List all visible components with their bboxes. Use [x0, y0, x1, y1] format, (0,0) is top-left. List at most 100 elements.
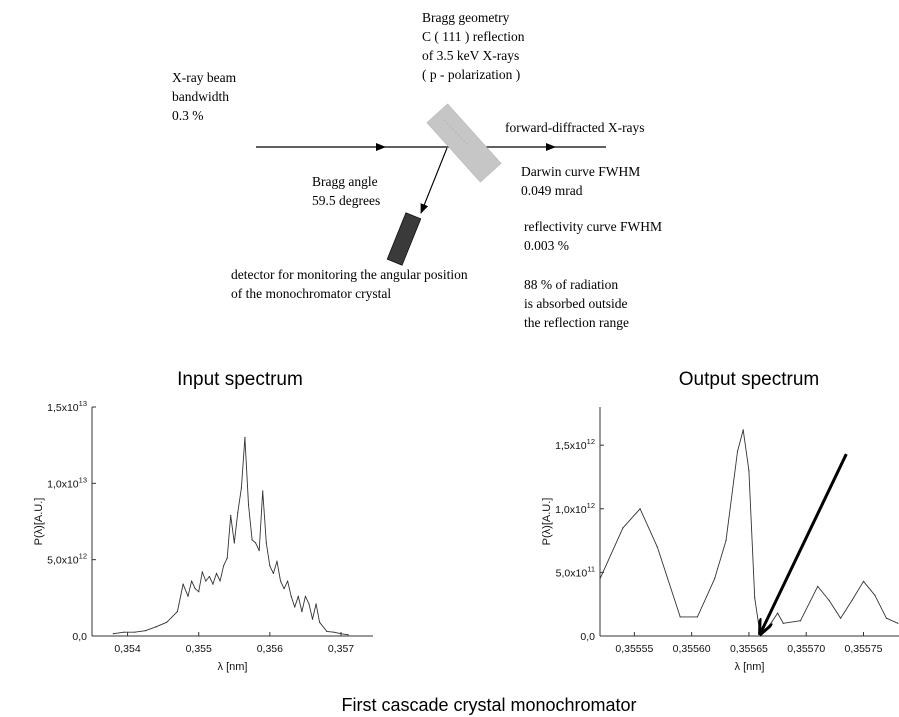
monochromator-crystal: [426, 103, 502, 183]
y-tick-mantissa: 1,5x10: [555, 440, 587, 452]
series-line: [113, 437, 349, 636]
geometry-label: Bragg geometry C ( 111 ) reflection of 3…: [422, 10, 528, 82]
x-tick-label: 0,354: [114, 643, 140, 655]
darwin-label: Darwin curve FWHM 0.049 mrad: [521, 164, 644, 198]
data-point: [244, 436, 246, 439]
forward-diffracted-label: forward-diffracted X-rays: [505, 120, 645, 135]
absorbed-label-line-3: the reflection range: [524, 315, 629, 330]
data-point: [283, 588, 285, 590]
data-point: [223, 565, 225, 567]
x-tick-label: 0,35565: [730, 643, 768, 655]
data-point: [247, 504, 250, 506]
y-tick-exponent: 12: [79, 552, 87, 561]
data-point: [771, 621, 773, 623]
data-point: [759, 635, 761, 637]
data-point: [885, 617, 887, 619]
data-point: [134, 631, 136, 633]
data-point: [874, 594, 876, 596]
data-point: [194, 588, 196, 590]
y-tick-mantissa: 5,0x10: [556, 567, 588, 579]
data-point: [226, 557, 228, 559]
reflected-beam-line: [420, 147, 448, 214]
y-axis-label: P(λ)[A.U.]: [541, 498, 553, 546]
data-point: [622, 527, 624, 529]
data-point: [297, 595, 299, 597]
y-tick-exponent: 11: [587, 564, 595, 573]
incident-beam-arrowhead: [376, 143, 386, 151]
data-point: [754, 597, 756, 599]
y-tick-mantissa: 0,0: [580, 631, 595, 643]
bragg-angle-label: Bragg angle 59.5 degrees: [312, 174, 381, 208]
data-point: [347, 634, 349, 636]
detector-label-line-2: of the monochromator crystal: [231, 286, 391, 301]
data-point: [230, 514, 232, 516]
data-point: [696, 616, 698, 618]
data-point: [742, 429, 744, 431]
x-tick-label: 0,35555: [615, 643, 653, 655]
data-point: [287, 580, 289, 582]
data-point: [251, 539, 253, 541]
forward-beam-arrowhead: [546, 143, 556, 151]
data-point: [736, 450, 739, 453]
data-point: [897, 622, 899, 624]
annotation-arrow: [760, 453, 848, 633]
detector-label-line-1: detector for monitoring the angular posi…: [231, 267, 468, 282]
y-axis-label: P(λ)[A.U.]: [33, 498, 45, 546]
geometry-label-line-1: Bragg geometry: [422, 10, 510, 25]
data-point: [272, 572, 275, 575]
x-tick-label: 0,35560: [673, 643, 711, 655]
data-point: [265, 542, 267, 544]
data-point: [839, 617, 842, 619]
data-point: [166, 621, 168, 623]
data-point: [725, 539, 727, 542]
beam-label-line-3: 0.3 %: [172, 108, 204, 123]
darwin-label-line-2: 0.049 mrad: [521, 183, 583, 198]
data-point: [776, 612, 779, 614]
data-point: [301, 610, 303, 613]
data-point: [258, 549, 260, 552]
data-point: [862, 580, 865, 582]
x-tick-label: 0,35570: [787, 643, 825, 655]
data-point: [679, 616, 681, 618]
data-point: [198, 591, 200, 593]
data-point: [279, 580, 282, 582]
y-tick-label: 1,0x1012: [555, 501, 595, 516]
data-point: [176, 610, 178, 613]
data-point: [187, 595, 189, 597]
data-point: [782, 622, 784, 624]
darwin-label-line-1: Darwin curve FWHM: [521, 164, 640, 179]
y-tick-exponent: 13: [79, 399, 87, 408]
x-tick-label: 0,35575: [845, 643, 883, 655]
data-point: [828, 599, 830, 601]
data-point: [319, 621, 321, 623]
data-point: [233, 542, 235, 544]
data-point: [182, 583, 184, 585]
x-axis-label: λ [nm]: [735, 661, 765, 673]
y-tick-label: 0,0: [72, 631, 87, 643]
x-tick-label: 0,355: [186, 643, 212, 655]
y-tick-mantissa: 1,0x10: [47, 478, 79, 490]
data-point: [851, 599, 853, 601]
y-tick-exponent: 12: [587, 501, 595, 510]
input-spectrum-title: Input spectrum: [177, 369, 303, 390]
data-point: [304, 595, 307, 597]
data-point: [190, 580, 193, 582]
output-spectrum-chart: 0,35555 0,35560 0,35565 0,35570 0,35575 0,0 5,…: [541, 407, 899, 673]
data-point: [656, 546, 658, 548]
beam-label: X-ray beam bandwidth 0.3 %: [172, 70, 239, 123]
data-point: [262, 490, 264, 492]
y-tick-mantissa: 1,0x10: [555, 504, 587, 516]
data-point: [748, 470, 750, 472]
data-point: [308, 603, 310, 605]
data-point: [123, 631, 125, 633]
data-point: [240, 487, 242, 489]
data-point: [212, 583, 214, 585]
data-point: [208, 575, 210, 578]
x-tick-label: 0,357: [328, 643, 354, 655]
input-spectrum-chart: 0,354 0,355 0,356 0,3570,05,0x10121,0x10131…: [33, 399, 373, 673]
y-tick-label: 5,0x1012: [47, 552, 87, 567]
bragg-angle-line-2: 59.5 degrees: [312, 193, 380, 208]
data-point: [290, 595, 292, 597]
data-point: [276, 560, 278, 562]
